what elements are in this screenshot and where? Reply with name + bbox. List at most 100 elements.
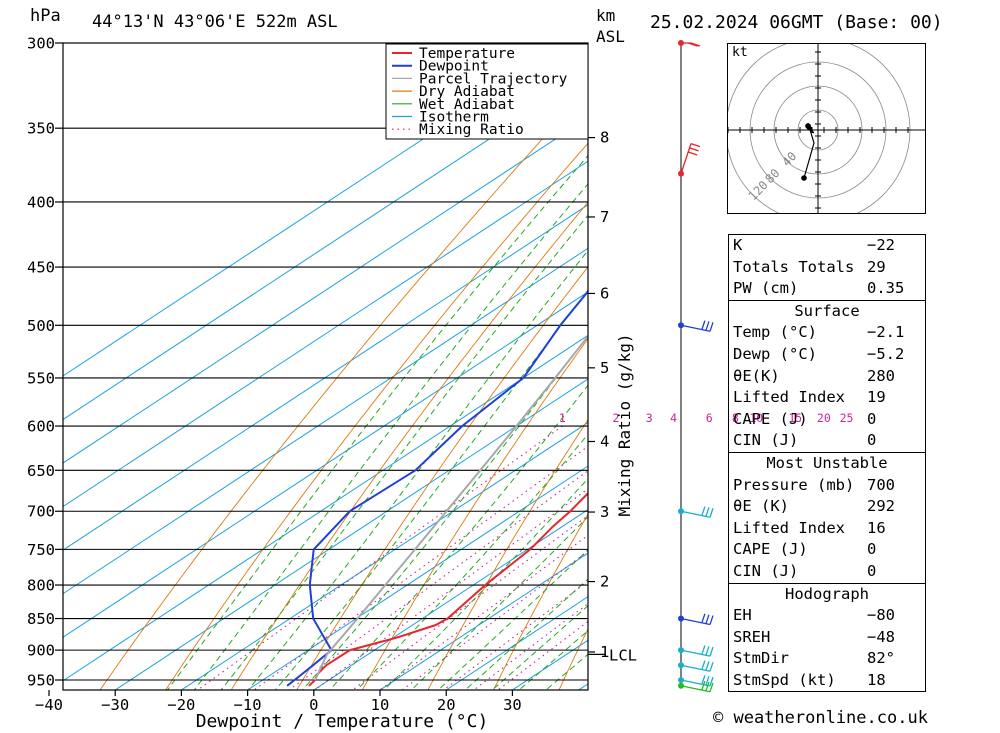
mixing-ratio-label: 10 (749, 411, 763, 425)
most-unstable-index-row: CAPE (J) 0 (729, 539, 925, 561)
index-label: CAPE (J) (733, 540, 808, 559)
temperature-tick-label: 10 (371, 696, 390, 714)
height-unit-asl: ASL (596, 27, 625, 46)
mixing-ratio-label: 2 (613, 411, 620, 425)
mixing-ratio-axis-title: Mixing Ratio (g/kg) (615, 333, 634, 516)
most-unstable-index-row: θE (K) 292 (729, 496, 925, 518)
hodograph-index-row: SREH −48 (729, 627, 925, 649)
index-value: 292 (867, 497, 895, 516)
mixing-ratio-label: 25 (840, 411, 854, 425)
pressure-tick-label: 600 (27, 418, 55, 436)
mixing-ratio-label: 3 (646, 411, 653, 425)
temperature-tick-label: 0 (309, 696, 318, 714)
index-value: 280 (867, 366, 895, 385)
km-tick-label: 6 (600, 284, 609, 302)
isotherm-line (63, 204, 588, 551)
dry-adiabat-line (558, 627, 588, 690)
pressure-tick-label: 700 (27, 503, 55, 521)
mixing-ratio-line (196, 425, 563, 690)
index-value: 0 (867, 409, 877, 428)
temperature-line (308, 491, 588, 687)
parcel-trajectory-line (314, 334, 588, 681)
location-label: 44°13'N 43°06'E 522m ASL (92, 12, 338, 32)
dry-adiabat-line (427, 418, 588, 690)
hodograph-point (801, 175, 807, 181)
index-value: −22 (867, 236, 895, 254)
index-value: 700 (867, 475, 895, 494)
km-tick-label: 1 (600, 643, 609, 661)
index-value: 16 (867, 518, 886, 537)
index-label: Lifted Index (733, 518, 845, 537)
wind-barb (680, 143, 701, 174)
wind-barb (681, 42, 701, 47)
index-value: 29 (867, 257, 886, 276)
isotherm-line (379, 552, 588, 690)
wet-adiabat-line (356, 433, 588, 690)
wind-barb (680, 613, 714, 626)
mixing-ratio-label: 15 (788, 411, 802, 425)
index-value: 18 (867, 670, 886, 689)
x-axis-title: Dewpoint / Temperature (°C) (196, 711, 489, 732)
km-tick-label: 4 (600, 432, 609, 450)
mixing-ratio-label: 1 (559, 411, 566, 425)
km-tick-label: 8 (600, 129, 609, 147)
wind-barb (680, 660, 714, 672)
pressure-tick-label: 950 (27, 672, 55, 690)
legend-label: Dry Adiabat (419, 84, 515, 100)
legend-label: Isotherm (419, 110, 489, 126)
hodograph-unit: kt (732, 45, 748, 60)
hodograph-index-row: StmDir 82° (729, 648, 925, 670)
wind-barb (680, 506, 714, 518)
dry-adiabat-line (492, 513, 588, 690)
wet-adiabat-line (464, 578, 588, 690)
index-label: StmSpd (kt) (733, 670, 836, 689)
km-tick-label: 2 (600, 573, 609, 591)
isotherm-line (246, 465, 588, 690)
mixing-ratio-line (288, 470, 588, 690)
index-label: K (733, 236, 743, 254)
legend-label: Parcel Trajectory (419, 71, 568, 87)
hodograph-index-row: EH −80 (729, 605, 925, 627)
dry-adiabat-line (296, 266, 588, 690)
index-value: −48 (867, 627, 895, 646)
dry-adiabat-line (230, 201, 588, 690)
surface-title: Surface (729, 299, 925, 323)
temperature-tick-label: 30 (503, 696, 522, 714)
index-label: θE(K) (733, 366, 780, 385)
temperature-tick-label: −40 (35, 696, 63, 714)
index-label: CIN (J) (733, 431, 799, 450)
index-label: SREH (733, 627, 771, 646)
index-value: 0 (867, 431, 877, 450)
copyright: © weatheronline.co.uk (713, 708, 928, 728)
km-tick-label: 5 (600, 359, 609, 377)
datetime-label: 25.02.2024 06GMT (Base: 00) (650, 12, 943, 33)
temperature-tick-label: −30 (101, 696, 129, 714)
surface-index-row: CAPE (J) 0 (729, 409, 925, 431)
km-tick-label: 7 (600, 208, 609, 226)
pressure-tick-label: 500 (27, 317, 55, 335)
index-label: θE (K) (733, 497, 789, 516)
isotherm-line (114, 378, 588, 690)
index-label: Temp (°C) (733, 323, 817, 342)
dewpoint-line (286, 289, 588, 687)
index-value: −2.1 (867, 323, 905, 342)
pressure-tick-label: 750 (27, 541, 55, 559)
pressure-tick-label: 350 (27, 120, 55, 138)
index-label: Dewp (°C) (733, 344, 817, 363)
wind-barb (680, 320, 714, 332)
isotherm-line (180, 421, 588, 690)
pressure-tick-label: 650 (27, 462, 55, 480)
pressure-tick-label: 300 (27, 35, 55, 53)
dry-adiabat-line (948, 5, 1000, 708)
surface-index-row: CIN (J) 0 (729, 430, 925, 452)
index-label: Lifted Index (733, 388, 845, 407)
wind-barb (680, 680, 714, 693)
wind-barb (680, 645, 714, 657)
isotherm-line (312, 509, 588, 690)
wet-adiabat-line (220, 214, 588, 690)
hodograph-index-row: StmSpd (kt) 18 (729, 670, 925, 692)
index-label: Totals Totals (733, 257, 855, 276)
wet-adiabat-line (437, 549, 588, 690)
pressure-tick-label: 550 (27, 369, 55, 387)
